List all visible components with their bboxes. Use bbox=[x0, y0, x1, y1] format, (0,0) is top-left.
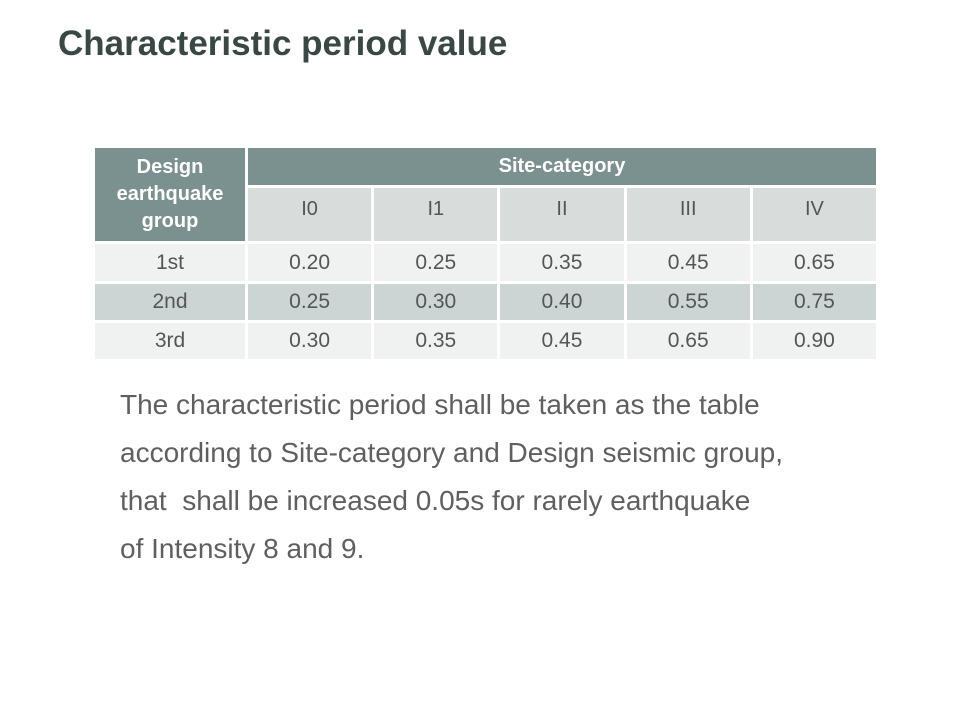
column-header-i1: I1 bbox=[374, 188, 498, 241]
table-corner-header: Design earthquake group bbox=[95, 148, 245, 241]
table-cell: 0.45 bbox=[500, 323, 624, 359]
body-text-line: according to Site-category and Design se… bbox=[120, 437, 784, 468]
row-label: 3rd bbox=[95, 323, 245, 359]
table-cell: 0.20 bbox=[248, 244, 372, 281]
table-cell: 0.25 bbox=[248, 284, 372, 320]
table-cell: 0.40 bbox=[500, 284, 624, 320]
column-header-i0: I0 bbox=[248, 188, 372, 241]
body-text-line: of Intensity 8 and 9. bbox=[120, 533, 365, 564]
table-cell: 0.30 bbox=[374, 284, 498, 320]
table-cell: 0.55 bbox=[626, 284, 750, 320]
table-cell: 0.75 bbox=[752, 284, 876, 320]
body-text-line: The characteristic period shall be taken… bbox=[120, 389, 760, 420]
table-cell: 0.90 bbox=[752, 323, 876, 359]
table-cell: 0.30 bbox=[248, 323, 372, 359]
table-group-header: Site-category bbox=[248, 148, 876, 185]
table-cell: 0.25 bbox=[374, 244, 498, 281]
row-label: 1st bbox=[95, 244, 245, 281]
table-cell: 0.65 bbox=[626, 323, 750, 359]
column-header-iv: IV bbox=[752, 188, 876, 241]
page-title: Characteristic period value bbox=[58, 24, 508, 63]
column-header-iii: III bbox=[626, 188, 750, 241]
body-text-line: that shall be increased 0.05s for rarely… bbox=[120, 485, 751, 516]
column-header-ii: II bbox=[500, 188, 624, 241]
table-cell: 0.45 bbox=[626, 244, 750, 281]
table-cell: 0.35 bbox=[500, 244, 624, 281]
characteristic-period-table: Design earthquake group Site-category I0… bbox=[95, 148, 876, 359]
row-label: 2nd bbox=[95, 284, 245, 320]
table-cell: 0.35 bbox=[374, 323, 498, 359]
body-text: The characteristic period shall be taken… bbox=[120, 381, 783, 573]
table-cell: 0.65 bbox=[752, 244, 876, 281]
